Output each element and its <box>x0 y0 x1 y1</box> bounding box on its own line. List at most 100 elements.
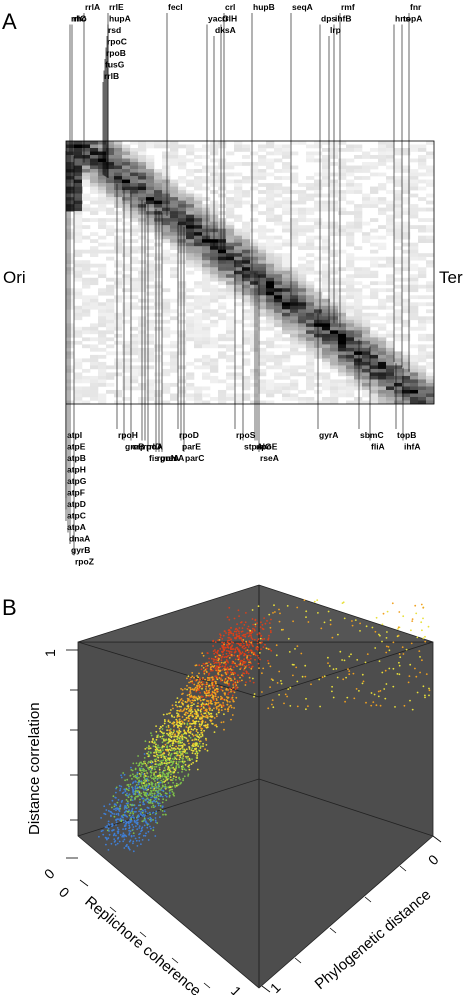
scatter-point <box>167 734 170 736</box>
heatmap-cell <box>338 309 347 314</box>
scatter-point <box>186 697 189 700</box>
scatter-point <box>160 754 162 757</box>
scatter-point <box>201 733 204 736</box>
scatter-point <box>160 789 163 791</box>
scatter-point <box>208 661 210 664</box>
scatter-point <box>150 819 153 822</box>
heatmap-cell <box>266 214 275 219</box>
heatmap-cell <box>426 225 435 229</box>
heatmap-cell <box>410 263 419 268</box>
heatmap-cell <box>322 270 331 275</box>
heatmap-cell <box>346 347 355 352</box>
scatter-point <box>184 736 186 739</box>
scatter-point <box>226 680 229 682</box>
heatmap-cell <box>98 270 107 275</box>
heatmap-cell <box>354 281 363 286</box>
heatmap-cell <box>178 193 187 198</box>
heatmap-cell <box>226 190 235 194</box>
scatter-point <box>252 645 254 648</box>
scatter-point <box>157 798 160 800</box>
scatter-point <box>108 830 110 832</box>
cube-edge <box>258 778 434 837</box>
heatmap-cell <box>322 274 331 279</box>
heatmap-cell <box>298 277 307 282</box>
scatter-point <box>132 790 135 793</box>
scatter-point <box>238 680 241 682</box>
heatmap-cell <box>194 253 203 258</box>
heatmap-cell <box>362 256 371 261</box>
heatmap-cell <box>74 151 83 156</box>
heatmap-cell <box>306 358 315 363</box>
scatter-point <box>197 731 199 734</box>
heatmap-cell <box>154 183 163 187</box>
heatmap-cell <box>402 277 411 282</box>
heatmap-cell <box>98 249 107 254</box>
heatmap-cell <box>370 396 379 401</box>
heatmap-cell <box>154 176 163 180</box>
heatmap-cell <box>386 333 395 338</box>
heatmap-cell <box>234 351 243 356</box>
scatter-point <box>195 715 198 718</box>
heatmap-cell <box>74 214 83 219</box>
scatter-point <box>187 759 189 761</box>
scatter-point <box>193 689 196 691</box>
heatmap-cell <box>338 165 347 170</box>
heatmap-cell <box>250 169 259 173</box>
heatmap-cell <box>90 186 99 191</box>
heatmap-cell <box>146 298 155 303</box>
heatmap-cell <box>410 186 419 191</box>
scatter-point <box>153 787 156 790</box>
heatmap-cell <box>82 386 91 391</box>
heatmap-cell <box>266 253 275 258</box>
scatter-point <box>107 810 110 812</box>
scatter-point <box>149 813 152 816</box>
heatmap-cell <box>402 358 411 363</box>
heatmap-cell <box>394 372 403 377</box>
scatter-point <box>246 649 249 651</box>
heatmap-cell <box>426 218 435 222</box>
heatmap-cell <box>258 351 267 356</box>
scatter-point <box>119 804 122 807</box>
scatter-point <box>173 758 176 761</box>
heatmap-cell <box>282 298 291 303</box>
heatmap-cell <box>146 155 155 159</box>
heatmap-cell <box>298 183 307 187</box>
heatmap-cell <box>162 207 171 212</box>
heatmap-cell <box>346 221 355 226</box>
heatmap-cell <box>130 256 139 261</box>
heatmap-cell <box>258 242 267 247</box>
heatmap-cell <box>74 204 83 208</box>
heatmap-cell <box>122 277 131 282</box>
heatmap-cell <box>282 190 291 194</box>
heatmap-cell <box>266 309 275 314</box>
heatmap-cell <box>346 330 355 335</box>
heatmap-cell <box>130 305 139 310</box>
scatter-point <box>161 741 164 744</box>
scatter-point <box>138 762 141 765</box>
scatter-point <box>150 760 153 762</box>
heatmap-cell <box>234 400 243 405</box>
heatmap-cell <box>418 253 427 258</box>
heatmap-cell <box>250 242 259 247</box>
heatmap-cell <box>90 382 99 387</box>
heatmap-cell <box>106 249 115 254</box>
scatter-point <box>169 732 172 735</box>
scatter-point <box>126 843 128 846</box>
scatter-point <box>230 654 233 656</box>
heatmap-cell <box>266 263 275 268</box>
heatmap-cell <box>130 218 139 222</box>
scatter-point <box>181 693 183 695</box>
scatter-point <box>197 676 200 679</box>
scatter-point <box>192 734 195 737</box>
heatmap-cell <box>82 330 91 335</box>
heatmap-cell <box>266 382 275 387</box>
heatmap-cell <box>394 200 403 205</box>
scatter-point <box>140 761 143 764</box>
heatmap-cell <box>346 386 355 391</box>
heatmap-cell <box>386 386 395 391</box>
scatter-point <box>221 686 223 688</box>
heatmap-cell <box>130 155 139 159</box>
heatmap-cell <box>122 148 131 152</box>
heatmap-cell <box>322 281 331 286</box>
scatter-point <box>152 819 154 821</box>
